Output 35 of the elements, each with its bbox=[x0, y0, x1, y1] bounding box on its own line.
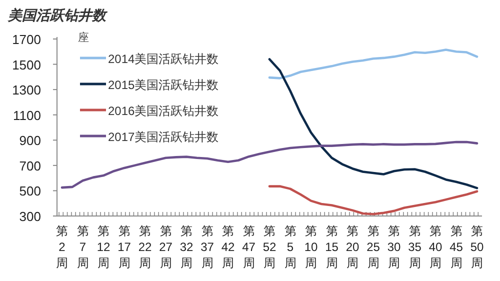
x-tick-label: 第40周 bbox=[428, 224, 442, 270]
x-tick-label: 第52周 bbox=[262, 224, 276, 270]
x-tick-label: 第22周 bbox=[138, 224, 152, 270]
x-tick-label: 第17周 bbox=[118, 224, 132, 270]
x-tick-label: 第15周 bbox=[325, 224, 339, 270]
chart-title: 美国活跃钻井数 bbox=[7, 7, 108, 23]
x-tick-label: 第50周 bbox=[470, 224, 484, 270]
x-tick-label: 第20周 bbox=[346, 224, 360, 270]
y-tick-label: 700 bbox=[19, 158, 41, 174]
y-tick-label: 900 bbox=[19, 133, 41, 148]
x-tick-label: 第25周 bbox=[366, 224, 380, 270]
x-tick-label: 第45周 bbox=[450, 224, 464, 270]
x-tick-label: 第47周 bbox=[242, 224, 256, 270]
y-tick-label: 1100 bbox=[13, 108, 41, 123]
x-tick-label: 第30周 bbox=[387, 224, 401, 270]
legend-label: 2014美国活跃钻井数 bbox=[108, 52, 219, 66]
legend-label: 2017美国活跃钻井数 bbox=[108, 130, 219, 144]
y-tick-label: 1700 bbox=[12, 32, 41, 47]
x-tick-label: 第2周 bbox=[56, 224, 68, 270]
y-tick-label: 1300 bbox=[12, 82, 41, 98]
x-tick-label: 第27周 bbox=[159, 224, 173, 270]
y-axis-title: 座 bbox=[78, 31, 89, 44]
legend-label: 2015美国活跃钻井数 bbox=[108, 78, 219, 92]
y-tick-label: 1500 bbox=[12, 57, 41, 72]
x-tick-label: 第37周 bbox=[200, 224, 214, 270]
x-tick-label: 第7周 bbox=[76, 224, 89, 270]
x-tick-label: 第35周 bbox=[408, 224, 422, 270]
x-tick-label: 第5周 bbox=[284, 224, 296, 270]
x-tick-label: 第12周 bbox=[96, 224, 110, 270]
x-tick-label: 第32周 bbox=[180, 224, 194, 270]
x-tick-label: 第42周 bbox=[221, 224, 235, 270]
legend-label: 2016美国活跃钻井数 bbox=[108, 104, 219, 118]
x-tick-label: 第10周 bbox=[304, 224, 318, 270]
y-tick-label: 300 bbox=[19, 209, 41, 224]
y-tick-label: 500 bbox=[19, 184, 41, 199]
